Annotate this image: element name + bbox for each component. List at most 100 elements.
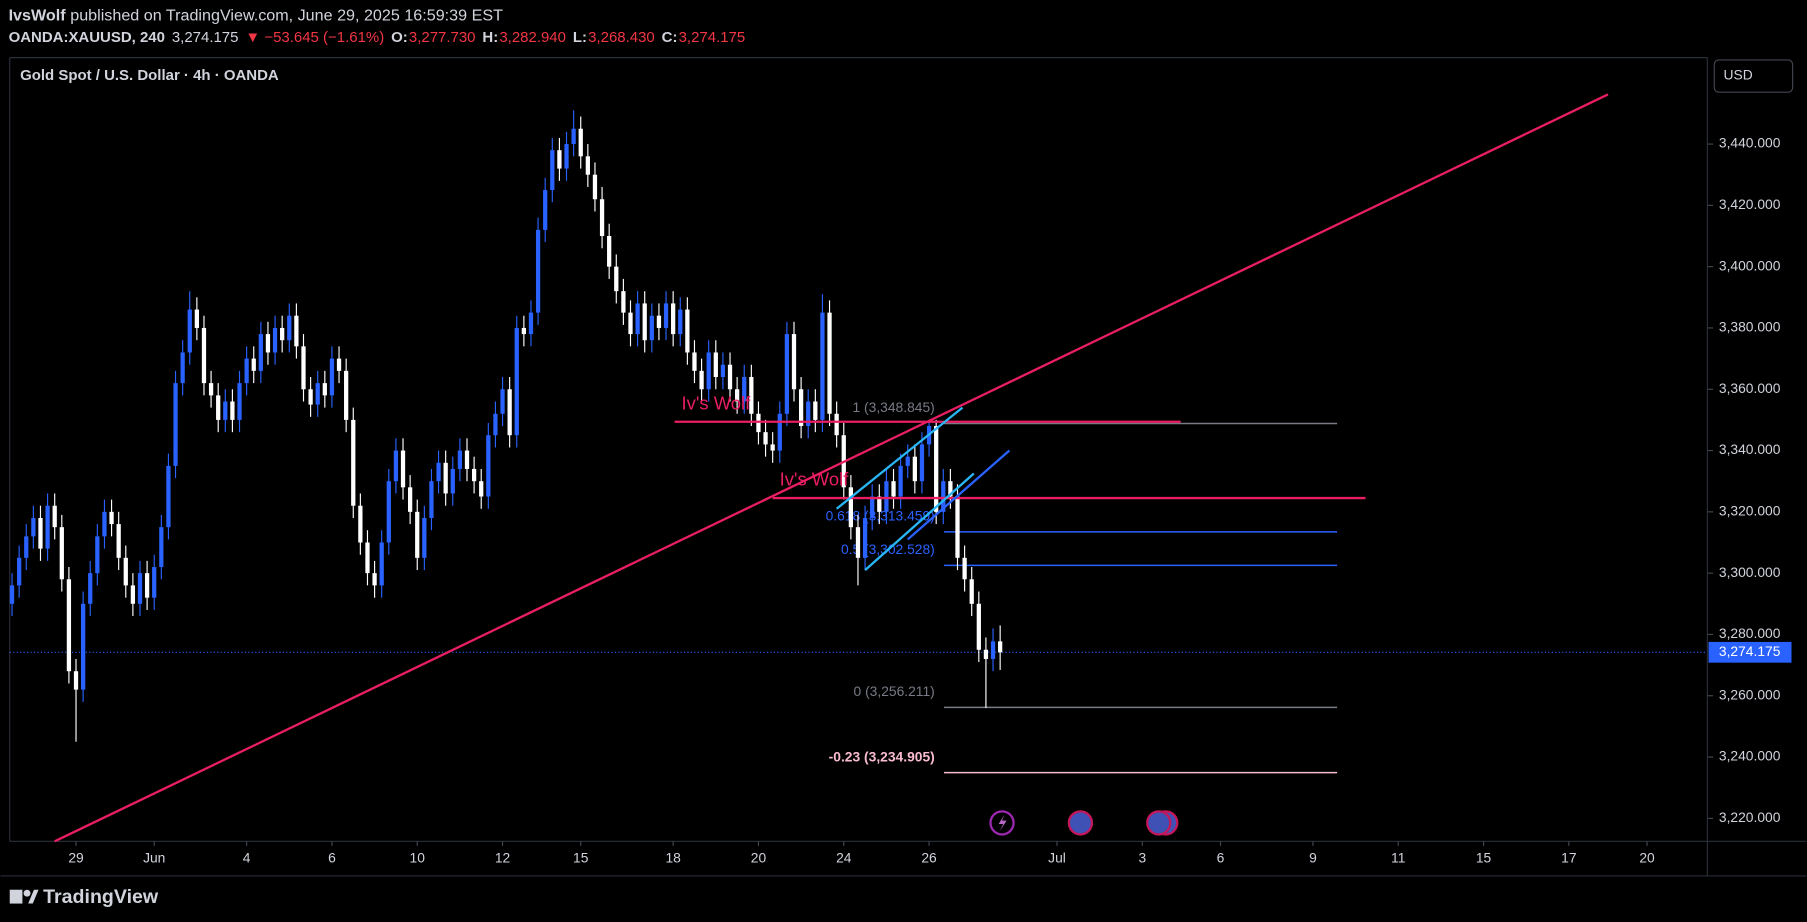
event-icon[interactable]	[1067, 810, 1094, 836]
currency-button[interactable]	[1713, 59, 1794, 93]
candle-body	[436, 462, 441, 482]
x-tick-label: 12	[495, 849, 510, 865]
candle-body	[507, 389, 512, 436]
y-tick-label: 3,400.000	[1719, 257, 1781, 273]
candle-body	[9, 585, 15, 604]
candle-body	[180, 352, 185, 384]
ohlc-key: O:	[391, 29, 408, 46]
candle-body	[862, 517, 868, 558]
candle-body	[344, 370, 349, 420]
candle-body	[535, 229, 541, 313]
candle-body	[827, 312, 832, 414]
candle-body	[130, 585, 136, 604]
candle-body	[763, 432, 768, 445]
candle-body	[500, 389, 505, 414]
candle-body	[678, 309, 683, 335]
fib-label: -0.23 (3,234.905)	[829, 748, 935, 764]
currency[interactable]: USD	[1724, 67, 1753, 83]
candle-body	[870, 496, 875, 518]
x-tick-label: 9	[1309, 849, 1317, 865]
candle-body	[692, 352, 697, 371]
candle-body	[471, 468, 477, 482]
legend: Gold Spot / U.S. Dollar · 4h · OANDA	[20, 67, 279, 84]
candle-body	[727, 364, 733, 390]
published: published on TradingView.com, June 29, 2…	[70, 6, 503, 24]
candle-body	[543, 190, 548, 230]
candle-body	[969, 579, 974, 604]
x-tick-label: 18	[665, 849, 681, 865]
logo-mark	[9, 889, 23, 904]
logo-mark	[23, 889, 31, 897]
candle-body	[230, 401, 235, 420]
candle-body	[649, 315, 654, 341]
trend-line	[864, 472, 975, 571]
candle-body	[934, 426, 939, 512]
candle-body	[948, 481, 953, 497]
author: IvsWolf	[9, 6, 67, 24]
candle-body	[294, 315, 299, 347]
x-tick-label: Jul	[1048, 849, 1066, 865]
candle-body	[663, 303, 669, 328]
candle-body	[941, 481, 946, 512]
candle-body	[720, 364, 726, 377]
candle-body	[955, 496, 960, 558]
x-tick-label: 17	[1561, 849, 1576, 865]
event-icon[interactable]	[1146, 810, 1172, 836]
last-price-label: 3,274.175	[1719, 643, 1781, 659]
candle-body	[265, 334, 271, 353]
x-tick-label: Jun	[143, 849, 165, 865]
x-tick-label: 4	[243, 849, 251, 865]
candle-body	[642, 303, 647, 341]
candle-body	[17, 557, 22, 586]
y-tick-label: 3,260.000	[1719, 686, 1781, 702]
candle-body	[66, 579, 72, 672]
candle-body	[806, 401, 811, 427]
candle-body	[784, 334, 790, 414]
candle-body	[201, 327, 207, 384]
candle-body	[621, 291, 626, 313]
ohlc-value: 3,268.430	[588, 29, 655, 46]
x-tick-label: 11	[1391, 849, 1406, 865]
brand: TradingView	[43, 886, 159, 908]
candle-body	[59, 527, 64, 580]
candle-body	[422, 517, 427, 558]
candle-body	[912, 456, 917, 482]
ohlc-value: 3,282.940	[499, 29, 566, 46]
candle-body	[166, 465, 171, 528]
candle-body	[116, 524, 121, 558]
trend-line	[906, 449, 1011, 541]
candle-body	[791, 334, 797, 390]
candle-body	[898, 465, 903, 497]
candle-body	[429, 481, 434, 518]
candle-body	[905, 456, 910, 466]
level-label: Iv's Wolf	[681, 392, 751, 413]
candle-body	[493, 413, 498, 436]
candle-body	[884, 481, 889, 512]
fib-label: 1 (3,348.845)	[853, 399, 935, 415]
x-tick-label: 29	[68, 849, 84, 865]
candle-body	[95, 536, 100, 574]
candle-body	[798, 389, 804, 427]
y-tick-label: 3,340.000	[1719, 441, 1781, 457]
events	[989, 810, 1179, 836]
candle-body	[614, 266, 619, 292]
candle-body	[358, 505, 363, 543]
candle-body	[756, 413, 761, 433]
candle-body	[216, 395, 221, 420]
candle-body	[749, 376, 754, 414]
candle-body	[308, 389, 313, 405]
candle-body	[578, 128, 583, 157]
candle-body	[372, 573, 377, 586]
candle-body	[52, 505, 57, 528]
x-tick-label: 10	[410, 849, 426, 865]
candle-body	[187, 309, 192, 353]
candle-body	[742, 376, 747, 402]
candle-body	[393, 450, 399, 482]
candle-body	[31, 517, 36, 537]
candle-body	[464, 450, 470, 469]
candle-body	[400, 450, 406, 488]
trend-line	[835, 406, 964, 510]
event-icon	[998, 814, 1007, 831]
plot: 1 (3,348.845)0.618 (3,313.459)0.5 (3,302…	[9, 93, 1708, 843]
